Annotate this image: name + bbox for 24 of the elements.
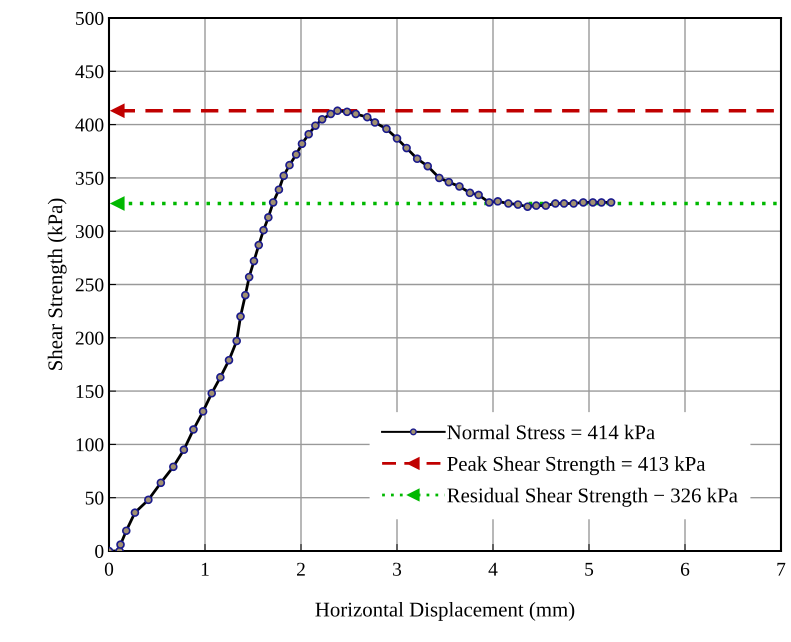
y-tick-label: 150: [76, 384, 104, 398]
y-tick-label: 350: [76, 172, 104, 185]
y-tick-label: 200: [76, 332, 104, 345]
x-tick-label: 7: [777, 562, 786, 576]
x-tick-label: 4: [488, 562, 498, 576]
x-axis-title: Horizontal Displacement (mm): [315, 602, 574, 621]
x-tick-label: 2: [296, 562, 305, 576]
y-tick-label: 500: [76, 12, 104, 25]
x-tick-label: 5: [585, 562, 594, 576]
y-tick-label: 400: [75, 118, 104, 132]
y-tick-label: 50: [86, 492, 104, 505]
x-tick-label: 0: [104, 562, 114, 576]
y-tick-label: 450: [75, 65, 104, 78]
legend-label: Residual Shear Strength − 326 kPa: [447, 488, 738, 507]
x-tick-label: 3: [393, 562, 402, 576]
y-tick-label: 100: [76, 438, 104, 452]
legend-label: Peak Shear Strength = 413 kPa: [447, 456, 706, 476]
legend-label: Normal Stress = 414 kPa: [447, 424, 655, 440]
y-axis-title: Shear Strength (kPa): [48, 198, 67, 370]
y-tick-label: 300: [76, 225, 104, 238]
x-tick-label: 1: [202, 562, 209, 576]
y-tick-label: 250: [76, 278, 104, 292]
x-tick-label: 6: [680, 562, 690, 576]
y-tick-label: 0: [95, 544, 104, 558]
